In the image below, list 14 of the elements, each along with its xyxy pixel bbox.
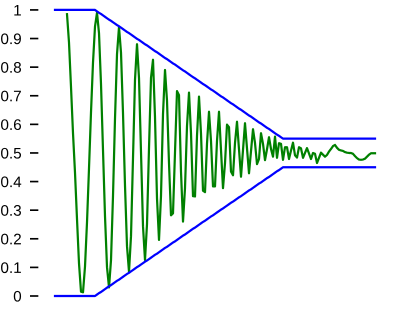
y-tick-label: 0.8 bbox=[1, 62, 22, 73]
line-series bbox=[54, 8, 376, 140]
y-tick-label: 0.6 bbox=[1, 119, 21, 130]
y-tick-label: 0 bbox=[14, 290, 22, 302]
y-tick-label: 0.4 bbox=[1, 176, 22, 188]
y-tick-label: 0.5 bbox=[1, 148, 22, 159]
y-tick-label: 0.2 bbox=[1, 234, 21, 244]
y-tick-label: 0.7 bbox=[1, 90, 21, 102]
y-tick-label: 0.1 bbox=[1, 262, 21, 274]
y-tick-label: 1 bbox=[14, 4, 21, 16]
line-series bbox=[66, 12, 376, 294]
y-tick-label: 0.9 bbox=[1, 33, 21, 44]
line-series bbox=[54, 166, 376, 298]
y-tick-label: 0.3 bbox=[1, 205, 21, 216]
